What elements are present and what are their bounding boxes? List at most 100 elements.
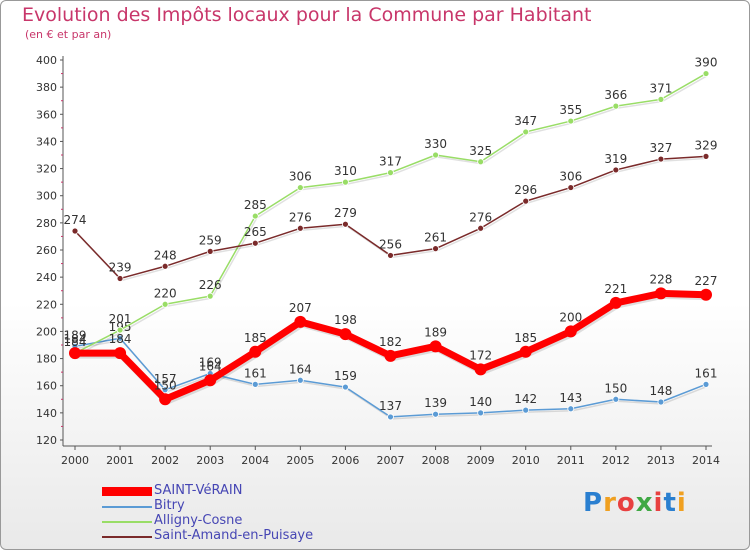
data-point [206,292,214,300]
legend-label: Alligny-Cosne [154,513,243,528]
data-point [251,239,259,247]
y-tick-label: 160 [36,380,57,393]
data-point [206,247,214,255]
data-point [161,300,169,308]
data-label: 137 [379,399,402,413]
chart-subtitle: (en € et par an) [25,28,112,41]
x-tick-label: 2001 [106,454,134,467]
data-point [432,410,439,418]
x-tick-label: 2006 [331,454,359,467]
proxiti-logo: Proxiti [583,488,687,518]
data-point [702,380,710,388]
data-point [387,413,394,421]
data-point [567,405,575,413]
data-label: 279 [334,206,357,220]
x-tick-label: 2011 [557,454,585,467]
x-tick-label: 2008 [422,454,450,467]
data-label: 184 [64,332,87,346]
data-label: 184 [109,332,132,346]
x-tick-label: 2004 [241,454,269,467]
data-point [249,345,262,358]
y-tick-label: 340 [36,135,57,148]
series-line-shadow [76,74,708,356]
data-label: 306 [559,170,582,184]
data-point [612,395,620,403]
x-tick-label: 2012 [602,454,630,467]
x-tick-label: 2002 [151,454,179,467]
data-label: 182 [379,335,402,349]
y-tick-label: 280 [36,217,57,230]
data-point [251,212,259,220]
legend-label: Bitry [154,498,185,513]
data-label: 248 [154,248,177,262]
x-tick-label: 2007 [377,454,405,467]
data-label: 189 [424,325,447,339]
logo-letter: P [583,488,604,518]
data-label: 319 [604,152,627,166]
data-point [700,288,712,301]
data-label: 164 [199,359,222,373]
data-label: 296 [514,183,537,197]
data-label: 189 [64,328,87,342]
data-label: 325 [469,144,492,158]
data-label: 161 [244,366,267,380]
data-point [114,347,127,360]
legend-swatch [102,536,152,538]
data-label: 259 [199,233,222,247]
data-label: 285 [244,198,267,212]
y-tick-label: 260 [36,244,57,257]
legend-swatch [102,521,152,523]
data-point [522,406,530,414]
data-label: 274 [64,213,87,227]
data-point [657,95,665,103]
data-point [654,287,667,300]
data-point [474,363,487,376]
data-label: 310 [334,164,357,178]
data-label: 172 [469,348,492,362]
x-tick-label: 2005 [286,454,314,467]
data-label: 185 [514,331,537,345]
data-label: 150 [154,378,177,392]
logo-letter: x [635,488,654,518]
x-tick-label: 2003 [196,454,224,467]
data-label: 366 [604,88,627,102]
logo-letter: i [653,488,664,518]
y-tick-label: 320 [36,163,57,176]
y-tick-label: 200 [36,325,57,338]
data-point [296,376,304,384]
y-tick-label: 220 [36,298,57,311]
data-label: 317 [379,155,402,169]
y-tick-label: 400 [36,54,57,67]
data-label: 227 [695,274,718,288]
data-point [342,220,349,228]
data-label: 239 [109,261,132,275]
data-point [702,70,710,77]
data-point [159,393,172,406]
data-label: 201 [109,312,132,326]
y-tick-label: 140 [36,407,57,420]
data-label: 169 [199,356,222,370]
data-point [657,398,665,406]
data-point [116,275,124,282]
data-label: 390 [695,56,718,70]
data-label: 220 [154,286,177,300]
y-tick-label: 300 [36,190,57,203]
y-tick-label: 180 [36,353,57,366]
data-point [702,152,710,160]
data-label: 200 [559,310,582,324]
legend-label: SAINT-VéRAIN [154,483,243,498]
data-point [384,349,397,362]
y-tick-label: 380 [36,81,57,94]
x-tick-label: 2014 [692,454,720,467]
data-point [612,166,620,174]
data-point [296,224,304,232]
data-point [567,184,575,191]
data-point [519,345,532,358]
data-point [251,380,259,388]
data-label: 256 [379,237,402,251]
data-label: 143 [559,391,582,405]
data-point [477,409,485,417]
data-label: 371 [649,81,672,95]
x-tick-label: 2009 [467,454,495,467]
